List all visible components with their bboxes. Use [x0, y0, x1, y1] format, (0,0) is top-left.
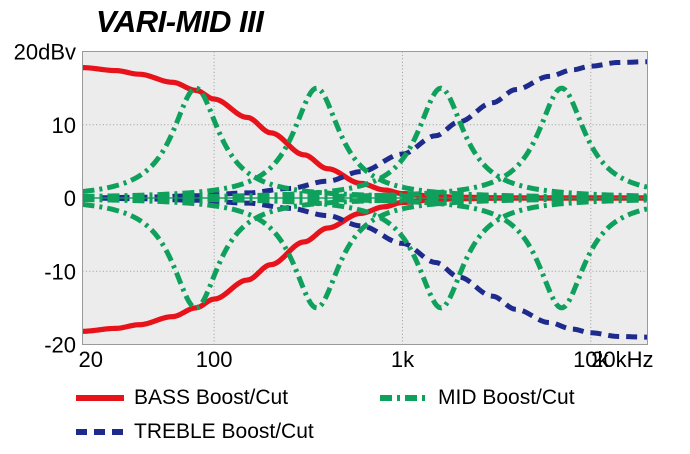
x-tick-label: 20: [79, 347, 103, 372]
curve-mid: [82, 85, 648, 200]
y-tick-label: -10: [44, 259, 76, 284]
page-title: VARI-MID III: [96, 4, 265, 39]
y-axis-tick-labels: 20dBv 10 0 -10 -20: [14, 40, 76, 358]
plot-frame: [82, 51, 648, 345]
y-tick-label: -20: [44, 333, 76, 358]
y-tick-label: 10: [52, 113, 76, 138]
legend-item: MID Boost/Cut: [380, 386, 575, 409]
legend-label: TREBLE Boost/Cut: [134, 420, 314, 443]
y-tick-label: 20dBv: [14, 40, 76, 65]
x-tick-label: 20kHz: [591, 347, 653, 372]
legend-item: BASS Boost/Cut: [76, 386, 288, 409]
x-tick-label: 1k: [391, 347, 415, 372]
curve-mid: [82, 196, 648, 311]
legend-label: BASS Boost/Cut: [134, 386, 288, 409]
response-curves: [82, 59, 649, 340]
chart-legend: BASS Boost/Cut MID Boost/Cut TREBLE Boost/…: [76, 386, 575, 443]
x-tick-label: 10k: [573, 347, 609, 372]
legend-label: MID Boost/Cut: [438, 386, 575, 409]
y-tick-label: 0: [64, 186, 76, 211]
x-tick-label: 100: [196, 347, 233, 372]
legend-item: TREBLE Boost/Cut: [76, 420, 314, 443]
